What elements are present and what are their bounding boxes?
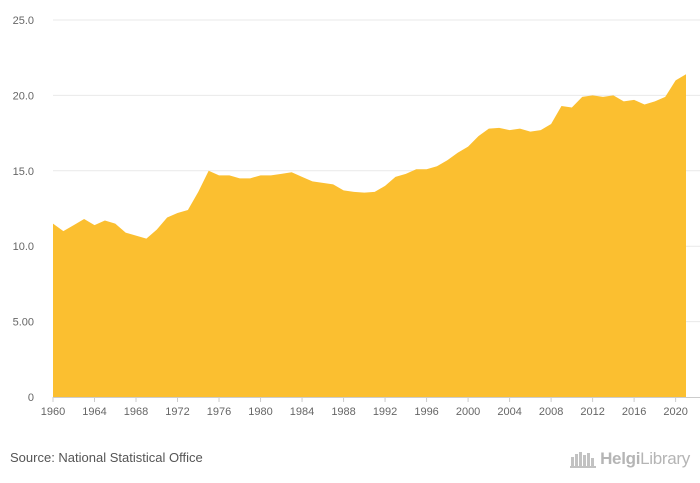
x-tick-label-0: 1960 <box>41 406 65 418</box>
logo-text-library: Library <box>640 449 690 468</box>
x-tick-label-12: 2008 <box>539 406 563 418</box>
x-axis-ticks: 1960 1964 1968 1972 1976 1980 1984 1988 1992 1996… <box>41 397 688 418</box>
y-axis-ticks: 0 5.00 10.0 15.0 20.0 25.0 <box>13 15 34 404</box>
x-tick-label-2: 1968 <box>124 406 148 418</box>
x-tick-label-5: 1980 <box>248 406 272 418</box>
x-tick-label-9: 1996 <box>414 406 438 418</box>
x-tick-label-11: 2004 <box>497 406 521 418</box>
x-tick-label-3: 1972 <box>165 406 189 418</box>
y-tick-label-4: 20.0 <box>13 90 34 102</box>
area-series-fill <box>53 74 686 397</box>
x-tick-label-10: 2000 <box>456 406 480 418</box>
helgi-library-logo-icon <box>570 452 597 468</box>
y-tick-label-2: 10.0 <box>13 241 34 253</box>
x-tick-label-13: 2012 <box>580 406 604 418</box>
logo-text-helgi: Helgi <box>600 449 641 468</box>
y-tick-label-1: 5.00 <box>13 317 34 329</box>
helgi-library-logo[interactable]: HelgiLibrary <box>570 449 690 469</box>
x-tick-label-1: 1964 <box>82 406 106 418</box>
x-tick-label-15: 2020 <box>663 406 687 418</box>
x-tick-label-4: 1976 <box>207 406 231 418</box>
y-tick-label-5: 25.0 <box>13 15 34 27</box>
area-series <box>53 74 686 397</box>
x-tick-label-7: 1988 <box>331 406 355 418</box>
x-tick-label-6: 1984 <box>290 406 314 418</box>
x-tick-label-8: 1992 <box>373 406 397 418</box>
y-tick-label-3: 15.0 <box>13 166 34 178</box>
y-tick-label-0: 0 <box>28 392 34 404</box>
x-tick-label-14: 2016 <box>622 406 646 418</box>
source-note: Source: National Statistical Office <box>10 450 203 465</box>
